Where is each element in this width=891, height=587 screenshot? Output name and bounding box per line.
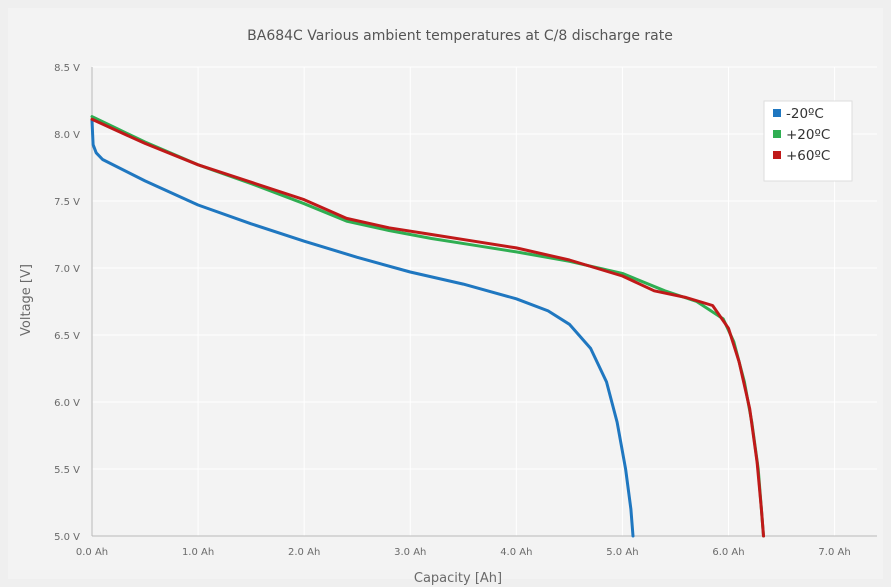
- chart-title: BA684C Various ambient temperatures at C…: [247, 28, 673, 44]
- x-tick-label: 0.0 Ah: [76, 547, 108, 558]
- x-tick-label: 4.0 Ah: [500, 547, 532, 558]
- y-tick-label: 5.5 V: [54, 465, 80, 476]
- legend-swatch: [773, 109, 781, 117]
- y-tick-label: 6.5 V: [54, 331, 80, 342]
- legend-swatch: [773, 130, 781, 138]
- x-tick-label: 7.0 Ah: [818, 547, 850, 558]
- chart-background: [8, 8, 883, 579]
- y-tick-label: 5.0 V: [54, 532, 80, 543]
- x-tick-label: 5.0 Ah: [606, 547, 638, 558]
- legend-swatch: [773, 151, 781, 159]
- x-tick-label: 2.0 Ah: [288, 547, 320, 558]
- series-line-2: [90, 117, 765, 538]
- series-lines: [90, 115, 765, 538]
- x-tick-label: 1.0 Ah: [182, 547, 214, 558]
- y-tick-label: 7.0 V: [54, 264, 80, 275]
- series-line-0: [90, 119, 635, 538]
- tick-labels: 5.0 V 5.5 V 6.0 V 6.5 V 7.0 V 7.5 V 8.0 V 8.5 V…: [54, 63, 851, 558]
- y-tick-label: 7.5 V: [54, 197, 80, 208]
- y-tick-label: 8.0 V: [54, 130, 80, 141]
- legend-label: -20ºC: [786, 106, 824, 122]
- y-tick-label: 8.5 V: [54, 63, 80, 74]
- x-axis-label: Capacity [Ah]: [414, 571, 502, 586]
- y-axis-label: Voltage [V]: [19, 264, 34, 336]
- x-tick-label: 3.0 Ah: [394, 547, 426, 558]
- legend-label: +20ºC: [786, 127, 830, 143]
- legend: -20ºC +20ºC +60ºC: [763, 100, 853, 182]
- y-tick-label: 6.0 V: [54, 398, 80, 409]
- x-tick-label: 6.0 Ah: [712, 547, 744, 558]
- legend-label: +60ºC: [786, 148, 830, 164]
